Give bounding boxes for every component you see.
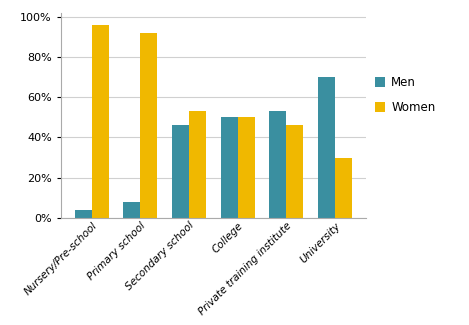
Bar [123, 202, 140, 218]
Bar [221, 117, 238, 218]
Legend: Men, Women: Men, Women [375, 76, 436, 114]
Bar [238, 117, 255, 218]
Bar [92, 25, 109, 218]
Bar [189, 111, 206, 218]
Bar [287, 125, 303, 218]
Bar [140, 33, 158, 218]
Bar [335, 158, 352, 218]
Bar [318, 77, 335, 218]
Bar [172, 125, 189, 218]
Bar [75, 210, 92, 218]
Bar [269, 111, 287, 218]
